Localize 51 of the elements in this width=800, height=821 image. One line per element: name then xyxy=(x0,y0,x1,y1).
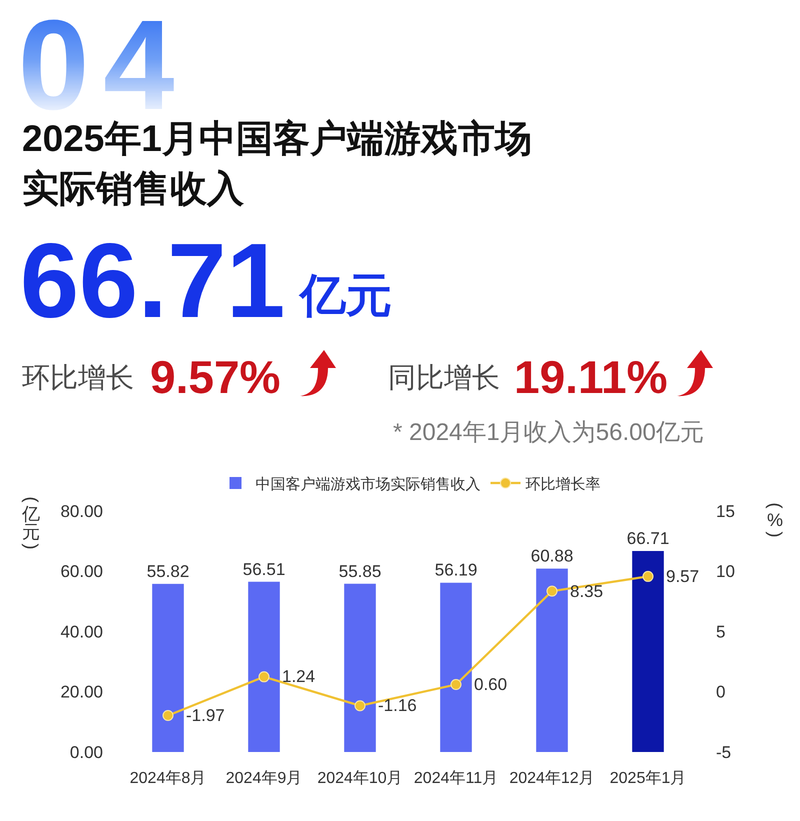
legend-label: 中国客户端游戏市场实际销售收入 xyxy=(256,476,480,493)
data-label: 1.24 xyxy=(282,667,316,686)
x-tick-label: 2024年9月 xyxy=(226,770,302,787)
bar xyxy=(152,584,184,752)
y2-axis-title: (%) xyxy=(765,502,786,540)
y-tick-label: 40.00 xyxy=(60,622,103,642)
y-axis-title: (亿元) xyxy=(21,496,42,552)
point xyxy=(258,671,270,682)
data-label: 8.35 xyxy=(570,582,604,601)
text: 同比增长 xyxy=(388,362,500,393)
y2-tick-label: 0 xyxy=(716,682,726,702)
data-label: 66.71 xyxy=(626,529,670,548)
data-label: 56.19 xyxy=(434,560,478,580)
data-label: 0.60 xyxy=(474,675,508,694)
point xyxy=(546,586,558,597)
x-tick-label: 2024年12月 xyxy=(509,770,595,787)
legend-label: 环比增长率 xyxy=(526,476,600,493)
y2-tick-label: 5 xyxy=(716,622,726,642)
x-tick-label: 2025年1月 xyxy=(610,770,686,787)
data-label: -1.97 xyxy=(186,706,225,725)
y2-tick-label: 15 xyxy=(716,502,735,521)
bar xyxy=(536,568,568,752)
data-label: 55.82 xyxy=(146,562,190,581)
bar xyxy=(632,551,664,752)
text: 9.57% xyxy=(150,351,280,403)
bar xyxy=(248,582,280,752)
point xyxy=(450,679,462,690)
data-label: 55.85 xyxy=(338,562,382,581)
data-label: -1.16 xyxy=(378,696,417,715)
text: 亿元 xyxy=(300,269,392,321)
y-tick-label: 0.00 xyxy=(70,742,103,762)
text: 环比增长 xyxy=(22,362,134,393)
data-label: 9.57 xyxy=(666,567,700,586)
y-tick-label: 20.00 xyxy=(60,682,103,702)
y2-tick-label: -5 xyxy=(716,742,732,762)
point xyxy=(642,570,654,582)
x-tick-label: 2024年8月 xyxy=(130,770,206,787)
point xyxy=(354,700,366,712)
x-tick-label: 2024年11月 xyxy=(414,770,498,787)
point xyxy=(162,710,174,721)
data-label: 60.88 xyxy=(530,546,574,566)
y-tick-label: 80.00 xyxy=(60,502,103,521)
bar xyxy=(344,584,376,752)
text: 19.11% xyxy=(514,351,668,403)
text: * 2024年1月收入为56.00亿元 xyxy=(393,419,704,446)
bar xyxy=(440,582,472,752)
y-tick-label: 60.00 xyxy=(60,562,103,582)
data-label: 56.51 xyxy=(242,560,286,579)
y2-tick-label: 10 xyxy=(716,562,735,582)
x-tick-label: 2024年10月 xyxy=(317,770,403,787)
text: 66.71 xyxy=(20,222,286,340)
